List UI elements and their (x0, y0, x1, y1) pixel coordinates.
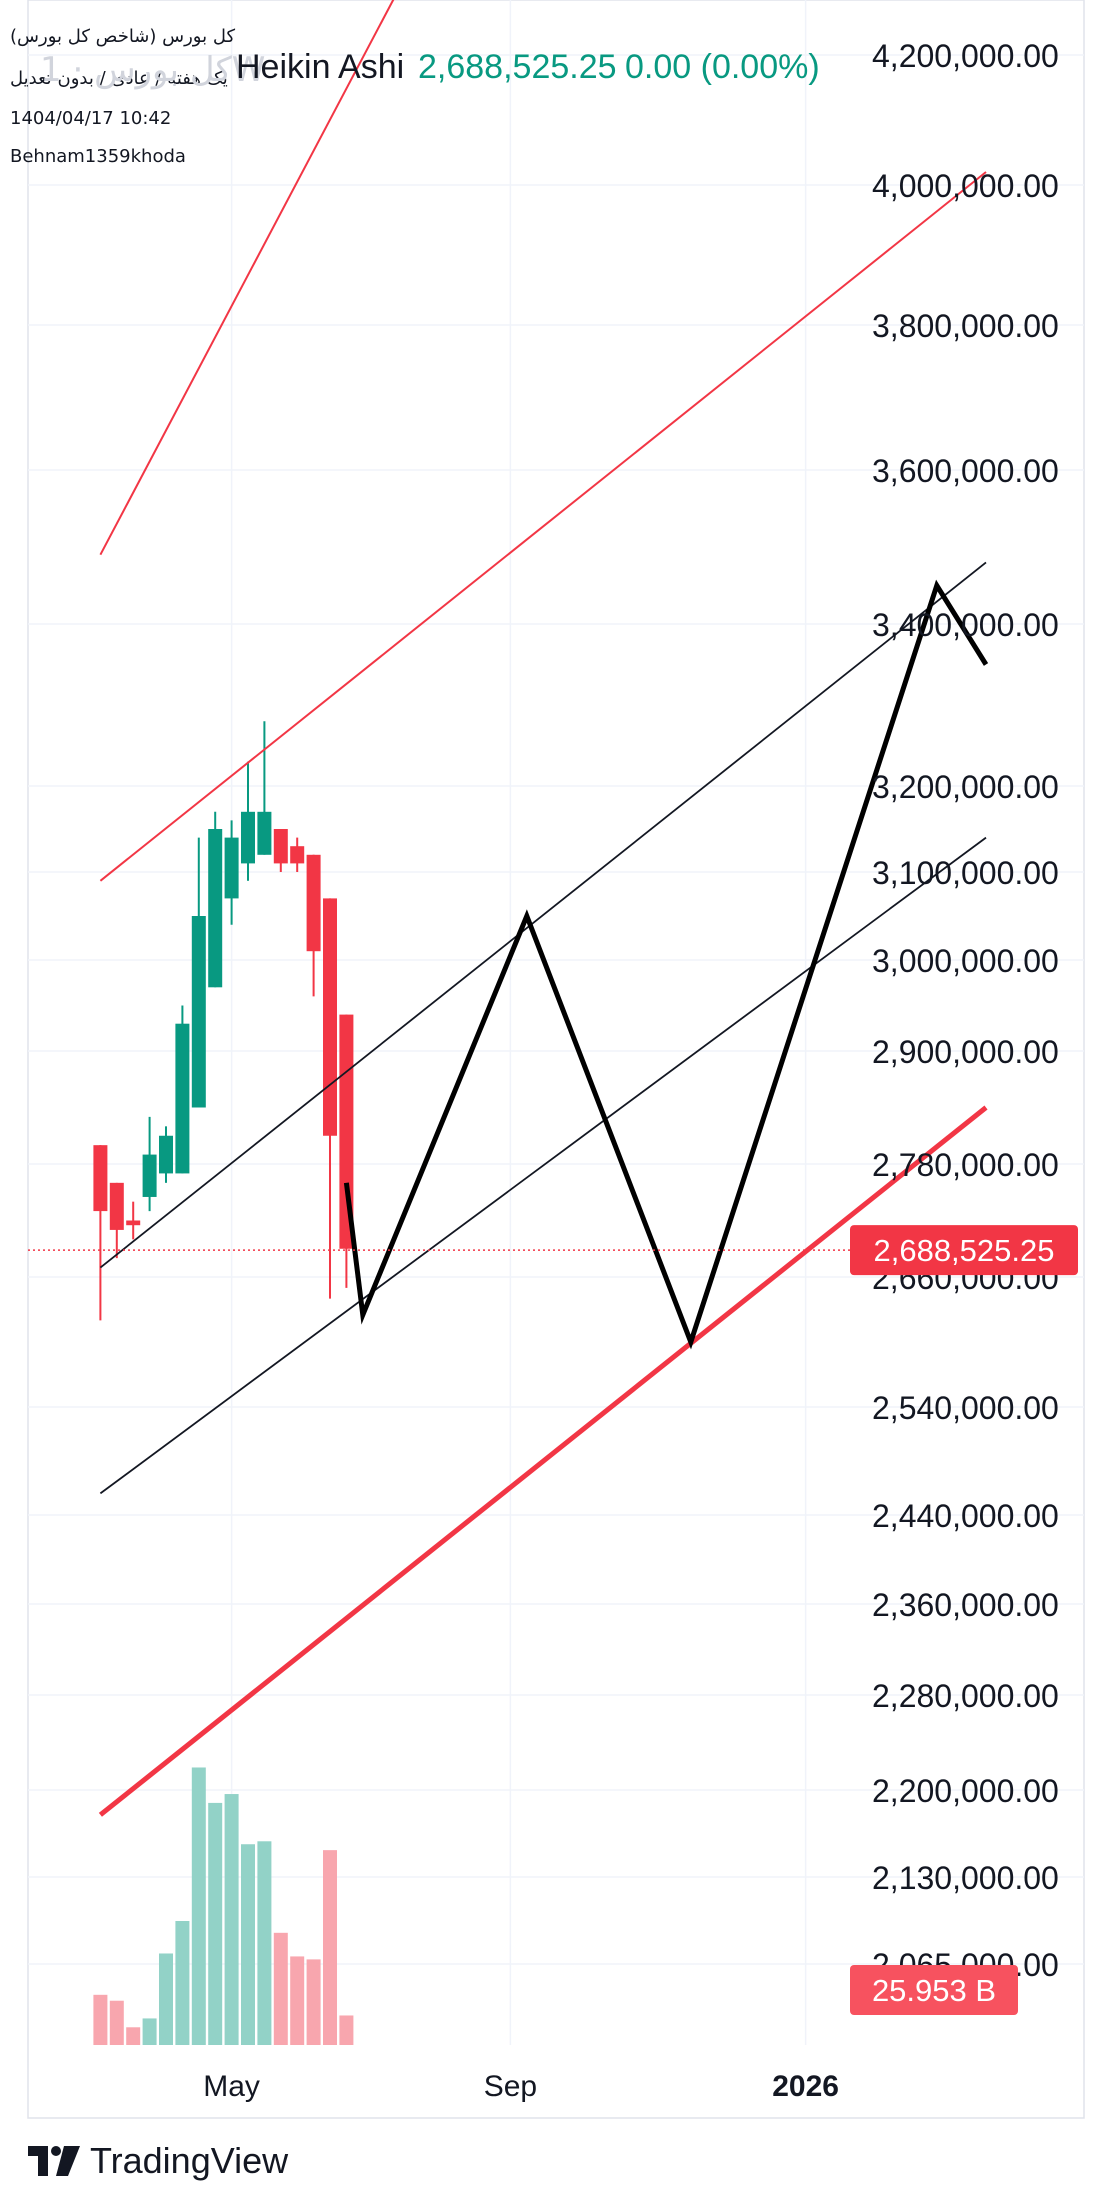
chart-style-label: Heikin Ashi (236, 48, 405, 86)
price-tick-label: 3,000,000.00 (872, 943, 1059, 979)
channel-line-red[interactable] (99, 0, 707, 556)
candles[interactable] (93, 721, 354, 1321)
price-tick-label: 4,200,000.00 (872, 38, 1059, 74)
candle-body[interactable] (257, 811, 272, 855)
volume-bar (142, 2018, 157, 2045)
time-tick-label: May (203, 2070, 260, 2103)
candle-body[interactable] (93, 1145, 108, 1212)
brand-name: TradingView (90, 2140, 289, 2181)
candle-body[interactable] (109, 1182, 124, 1230)
time-tick-label: 2026 (772, 2070, 839, 2103)
candle-body[interactable] (126, 1220, 141, 1226)
volume-tag (850, 1965, 1018, 2015)
volume-bar (159, 1953, 173, 2045)
support-trendline[interactable] (98, 1105, 988, 1817)
price-tick-label: 3,800,000.00 (872, 308, 1059, 344)
datetime-label: 1404/04/17 10:42 (10, 108, 172, 129)
drawings[interactable] (28, 0, 989, 1817)
volume-bar (306, 1959, 321, 2045)
candle-body[interactable] (159, 1135, 173, 1174)
candle-body[interactable] (323, 898, 337, 1136)
candle-body[interactable] (339, 1014, 354, 1249)
candle-body[interactable] (306, 854, 321, 952)
price-tick-label: 2,200,000.00 (872, 1773, 1059, 1809)
price-tick-label: 3,600,000.00 (872, 453, 1059, 489)
time-axis[interactable]: May Sep 2026 (203, 2070, 839, 2103)
tradingview-logo-icon (28, 2146, 80, 2176)
last-price-tag (850, 1225, 1078, 1276)
volume-bar (339, 2015, 354, 2045)
price-tick-label: 3,100,000.00 (872, 855, 1059, 891)
last-value-label: 2,688,525.25 (418, 48, 617, 86)
price-tick-label: 2,280,000.00 (872, 1678, 1059, 1714)
channel-line-black[interactable] (99, 561, 987, 1269)
price-tick-label: 2,900,000.00 (872, 1034, 1059, 1070)
volume-bar (208, 1802, 223, 2045)
price-tick-label: 3,400,000.00 (872, 607, 1059, 643)
volume-bar (290, 1956, 305, 2045)
volume-bar (93, 1994, 108, 2045)
price-tick-label: 2,780,000.00 (872, 1147, 1059, 1183)
volume-bar (224, 1794, 239, 2045)
volume-bar (241, 1844, 255, 2045)
price-tick-label: 2,440,000.00 (872, 1498, 1059, 1534)
price-tags: 2,688,525.25 25.953 B (850, 1225, 1078, 2015)
plot-frame (27, 0, 1085, 2119)
symbol-line: کل بورس (شاخص کل بورس) (10, 26, 236, 47)
price-tick-label: 3,200,000.00 (872, 769, 1059, 805)
author-label: Behnam1359khoda (10, 146, 186, 167)
volume-tag-label: 25.953 B (872, 1973, 996, 2008)
last-price-tag-label: 2,688,525.25 (873, 1233, 1054, 1268)
candle-body[interactable] (290, 846, 305, 864)
channel-line-red[interactable] (99, 171, 987, 882)
price-tick-label: 2,360,000.00 (872, 1587, 1059, 1623)
grid-lines (28, 0, 1084, 2045)
tradingview-brand[interactable]: TradingView (28, 2140, 288, 2182)
price-tick-label: 4,000,000.00 (872, 168, 1059, 204)
volume-bar (273, 1932, 288, 2045)
price-axis[interactable]: 4,200,000.00 4,000,000.00 3,800,000.00 3,60… (872, 38, 1059, 1983)
candle-body[interactable] (175, 1023, 190, 1174)
candle-body[interactable] (191, 916, 206, 1108)
volume-bars (93, 1767, 354, 2045)
candle-body[interactable] (273, 829, 288, 864)
volume-bar (126, 2027, 141, 2045)
channel-line-black[interactable] (99, 836, 987, 1495)
volume-bar (191, 1767, 206, 2045)
interval-line: یک هفته / عادی / بدون تعدیل (10, 68, 228, 89)
volume-bar (323, 1850, 337, 2045)
volume-bar (257, 1841, 272, 2045)
price-tick-label: 2,130,000.00 (872, 1860, 1059, 1896)
projection-path[interactable] (343, 579, 989, 1350)
candle-body[interactable] (224, 837, 239, 899)
candle-body[interactable] (142, 1154, 157, 1197)
volume-bar (109, 2000, 124, 2045)
change-label: 0.00 (0.00%) (625, 48, 820, 86)
symbol-watermark: کل بورس · 1W (40, 50, 266, 90)
candle-body[interactable] (208, 829, 223, 988)
time-tick-label: Sep (484, 2070, 537, 2103)
volume-bar (175, 1921, 190, 2045)
candle-body[interactable] (241, 811, 255, 864)
price-tick-label: 2,540,000.00 (872, 1390, 1059, 1426)
